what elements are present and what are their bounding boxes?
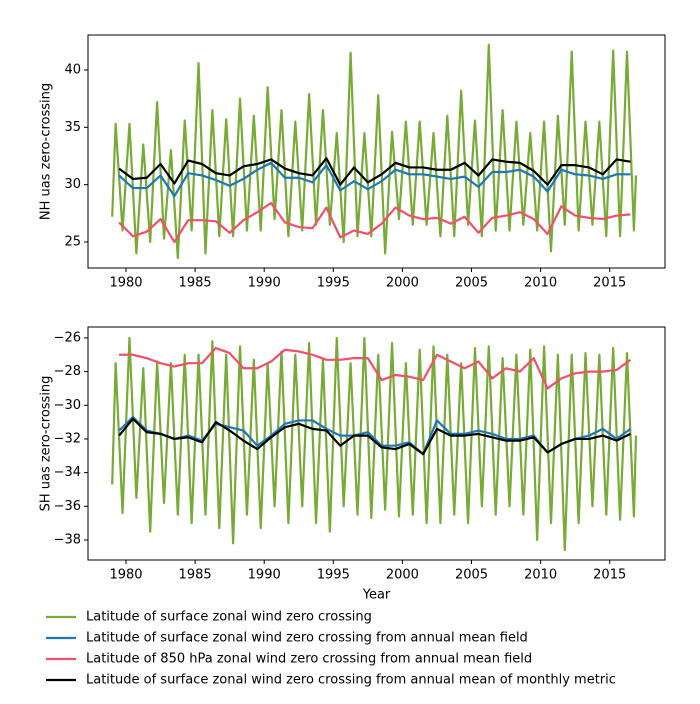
x-tick-label: 2005 <box>455 276 488 291</box>
legend-label: Latitude of surface zonal wind zero cros… <box>86 631 528 646</box>
series-line <box>118 157 631 186</box>
y-tick-label: −38 <box>54 532 81 547</box>
x-tick-label: 2005 <box>455 568 488 583</box>
y-axis-label: NH uas zero-crossing <box>39 83 54 220</box>
x-tick-label: 1985 <box>179 568 212 583</box>
series-line <box>118 417 631 456</box>
x-tick-label: 2010 <box>524 568 557 583</box>
series-line <box>118 161 631 198</box>
y-tick-label: −30 <box>54 398 81 413</box>
x-tick-label: 1980 <box>109 276 142 291</box>
legend-label: Latitude of 850 hPa zonal wind zero cros… <box>86 652 532 667</box>
y-axis-label: SH uas zero-crossing <box>39 376 54 512</box>
x-tick-label: 2000 <box>386 276 419 291</box>
x-tick-label: 2015 <box>593 568 626 583</box>
y-tick-label: −34 <box>54 465 81 480</box>
y-tick-label: 35 <box>64 120 81 135</box>
x-tick-label: 2000 <box>386 568 419 583</box>
x-tick-label: 1990 <box>248 276 281 291</box>
y-tick-label: −26 <box>54 330 81 345</box>
axes-frame <box>87 326 666 561</box>
y-tick-label: −32 <box>54 431 81 446</box>
x-tick-label: 1980 <box>109 568 142 583</box>
x-tick-label: 2015 <box>593 276 626 291</box>
axes-frame <box>87 34 666 269</box>
x-tick-label: 1985 <box>179 276 212 291</box>
y-tick-label: −36 <box>54 499 81 514</box>
series-line <box>111 336 638 552</box>
y-tick-label: 40 <box>64 62 81 77</box>
legend-label: Latitude of surface zonal wind zero cros… <box>86 610 372 625</box>
legend-label: Latitude of surface zonal wind zero cros… <box>86 673 616 688</box>
series-line <box>111 43 638 260</box>
x-tick-label: 1990 <box>248 568 281 583</box>
series-line <box>118 201 631 244</box>
series-line <box>119 346 632 390</box>
x-tick-label: 2010 <box>524 276 557 291</box>
x-tick-label: 1995 <box>317 276 350 291</box>
x-axis-label: Year <box>362 588 391 603</box>
x-tick-label: 1995 <box>317 568 350 583</box>
y-tick-label: −28 <box>54 364 81 379</box>
y-tick-label: 25 <box>64 234 81 249</box>
y-tick-label: 30 <box>64 177 81 192</box>
